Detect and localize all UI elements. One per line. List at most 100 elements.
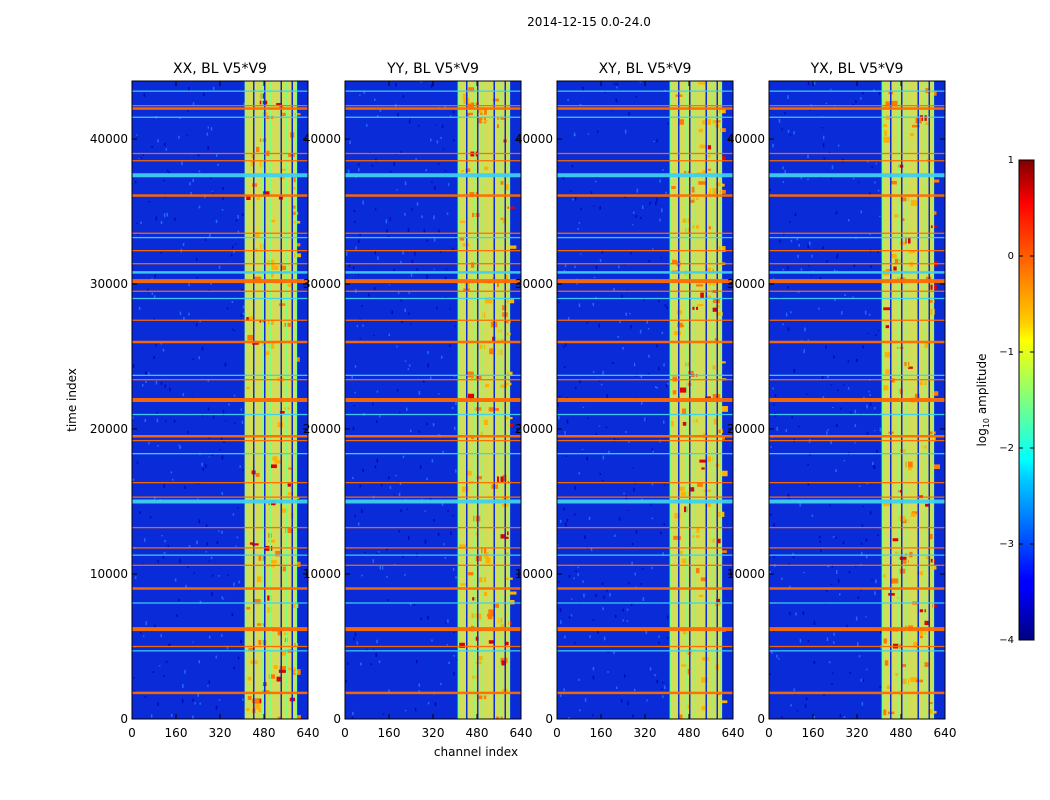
noise-pixel [198, 660, 200, 664]
flag-row [345, 554, 521, 556]
noise-pixel [798, 425, 800, 428]
rfi-blob [691, 186, 695, 193]
noise-pixel [411, 208, 413, 211]
rfi-blob [263, 191, 272, 197]
noise-pixel [375, 653, 378, 657]
rfi-blob [700, 292, 704, 298]
rfi-blob [715, 120, 723, 123]
noise-pixel [869, 232, 871, 236]
flag-row [132, 413, 308, 416]
rfi-blob [925, 503, 929, 507]
noise-pixel [456, 649, 458, 651]
noise-pixel [164, 142, 166, 146]
noise-pixel [413, 604, 416, 606]
noise-pixel [148, 372, 150, 375]
noise-pixel [198, 356, 201, 360]
noise-pixel [386, 229, 388, 234]
noise-pixel [879, 629, 882, 634]
noise-pixel [559, 519, 562, 523]
noise-pixel [140, 221, 142, 225]
noise-pixel [823, 694, 825, 697]
noise-pixel [373, 334, 375, 337]
rfi-blob [720, 128, 726, 133]
rfi-blob [705, 502, 713, 507]
rfi-blob [933, 464, 941, 470]
noise-pixel [242, 469, 244, 472]
noise-pixel [163, 552, 165, 554]
noise-pixel [372, 559, 375, 563]
noise-pixel [362, 468, 364, 472]
rfi-blob [467, 112, 473, 116]
noise-pixel [592, 666, 595, 671]
rfi-blob [897, 346, 904, 349]
rfi-blob [898, 164, 904, 168]
noise-pixel [241, 288, 244, 292]
flag-row [345, 297, 521, 300]
noise-pixel [418, 390, 421, 395]
rfi-blob [701, 706, 705, 711]
rfi-blob [257, 623, 265, 626]
rfi-blob [910, 200, 918, 206]
noise-pixel [627, 509, 629, 511]
noise-pixel [578, 303, 581, 307]
noise-pixel [600, 383, 603, 386]
noise-pixel [234, 243, 237, 245]
noise-pixel [875, 579, 877, 584]
noise-pixel [212, 415, 215, 419]
noise-pixel [662, 169, 664, 171]
noise-pixel [210, 177, 212, 179]
rfi-blob [502, 305, 507, 311]
noise-pixel [868, 313, 871, 316]
noise-pixel [352, 266, 355, 270]
noise-pixel [848, 571, 851, 574]
flag-row [132, 250, 308, 252]
rfi-blob [500, 534, 506, 539]
noise-pixel [432, 423, 435, 427]
noise-pixel [359, 484, 362, 488]
noise-pixel [873, 430, 876, 432]
rfi-blob [507, 531, 511, 536]
rfi-blob [497, 116, 505, 120]
rfi-blob [472, 597, 476, 601]
rfi-blob [487, 615, 493, 620]
rfi-blob [682, 421, 688, 426]
noise-pixel [599, 259, 602, 263]
noise-pixel [863, 396, 865, 399]
noise-pixel [192, 102, 195, 106]
noise-pixel [648, 354, 650, 358]
flag-row [557, 152, 733, 155]
rfi-blob [721, 156, 726, 162]
noise-pixel [144, 418, 147, 423]
rfi-blob [686, 704, 690, 709]
rfi-blob [919, 635, 923, 639]
flag-row [132, 290, 308, 292]
rfi-blob [919, 381, 927, 386]
noise-pixel [409, 117, 412, 119]
noise-pixel [828, 661, 831, 664]
noise-pixel [386, 575, 388, 578]
rfi-blob [929, 431, 936, 435]
noise-pixel [830, 88, 832, 91]
panel-title: YY, BL V5*V9 [386, 61, 479, 77]
rfi-blob [258, 708, 262, 713]
noise-pixel [789, 585, 791, 589]
noise-pixel [396, 345, 398, 348]
noise-pixel [868, 390, 870, 393]
noise-pixel [646, 320, 648, 324]
rfi-blob [466, 113, 470, 117]
noise-pixel [800, 176, 803, 180]
noise-pixel [233, 394, 236, 397]
flag-row [769, 340, 945, 344]
noise-pixel [226, 645, 229, 650]
noise-pixel [804, 704, 807, 708]
noise-pixel [424, 510, 427, 512]
noise-pixel [351, 374, 353, 379]
noise-pixel [836, 254, 839, 257]
noise-pixel [593, 205, 595, 207]
noise-pixel [793, 688, 796, 691]
x-tick-label: 0 [553, 726, 561, 740]
noise-pixel [825, 345, 827, 349]
noise-pixel [835, 211, 838, 215]
rfi-blob [913, 641, 918, 648]
rfi-blob [892, 538, 899, 542]
